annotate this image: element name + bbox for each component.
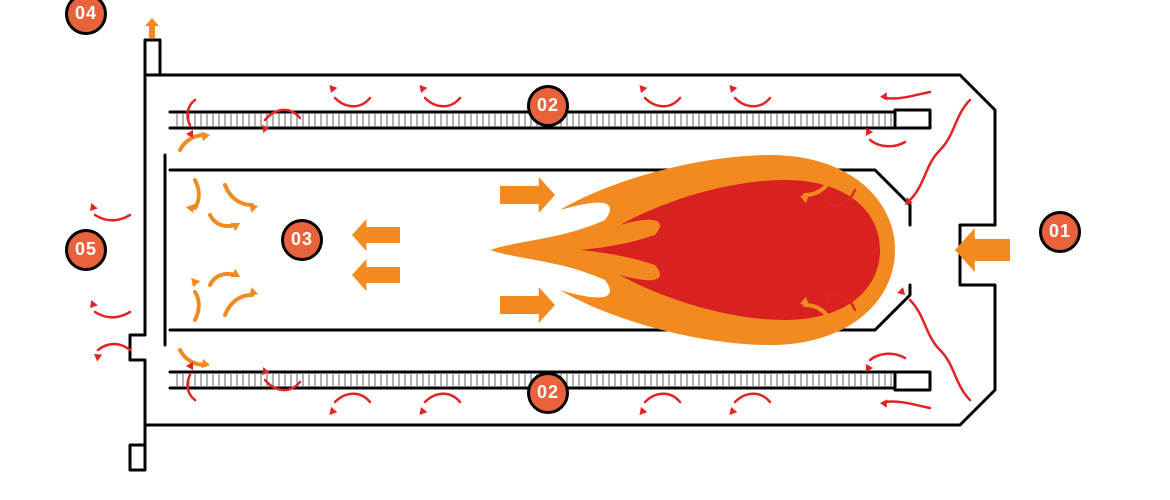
orange-arrow	[500, 177, 555, 213]
orange-arrow	[955, 228, 1010, 272]
badge-03: 03	[281, 219, 323, 261]
badge-02: 02	[527, 85, 569, 127]
orange-curve-arrow	[195, 180, 199, 208]
orange-curve-arrow	[225, 295, 252, 315]
badge-01: 01	[1039, 211, 1081, 253]
red-flow-arrow	[870, 140, 905, 146]
red-flow-arrow	[735, 394, 770, 402]
badge-05: 05	[65, 229, 107, 271]
badge-label: 02	[537, 382, 559, 403]
badge-label: 05	[75, 239, 97, 260]
furnace-diagram	[0, 0, 1170, 500]
badge-02b: 02	[527, 372, 569, 414]
red-flow-arrow	[425, 98, 460, 106]
red-flow-arrow	[335, 394, 370, 402]
red-flow-arrow	[98, 344, 130, 350]
red-flow-arrow	[885, 92, 930, 98]
red-flow-arrow	[645, 98, 680, 106]
orange-arrow	[352, 219, 400, 251]
red-flow-arrow	[335, 98, 370, 106]
orange-curve-arrow	[195, 292, 199, 320]
red-flow-arrow	[425, 394, 460, 402]
red-flow-arrow	[95, 215, 130, 220]
badge-label: 01	[1049, 221, 1071, 242]
orange-curve-arrow	[210, 274, 235, 285]
red-flow-arrow	[95, 312, 130, 317]
red-flow-arrow	[870, 354, 905, 360]
red-flow-arrow	[910, 100, 970, 200]
exit-arrow-icon	[145, 18, 159, 38]
badge-label: 02	[537, 95, 559, 116]
red-flow-arrow	[735, 98, 770, 106]
red-flow-arrow	[885, 402, 930, 408]
red-flow-arrow	[910, 300, 970, 400]
orange-curve-arrow	[225, 185, 252, 205]
orange-arrow	[352, 259, 400, 291]
badge-label: 04	[75, 3, 97, 24]
furnace-outer2	[145, 40, 160, 75]
badge-label: 03	[291, 229, 313, 250]
orange-curve-arrow	[210, 215, 235, 226]
orange-arrow	[500, 287, 555, 323]
red-flow-arrow	[645, 394, 680, 402]
